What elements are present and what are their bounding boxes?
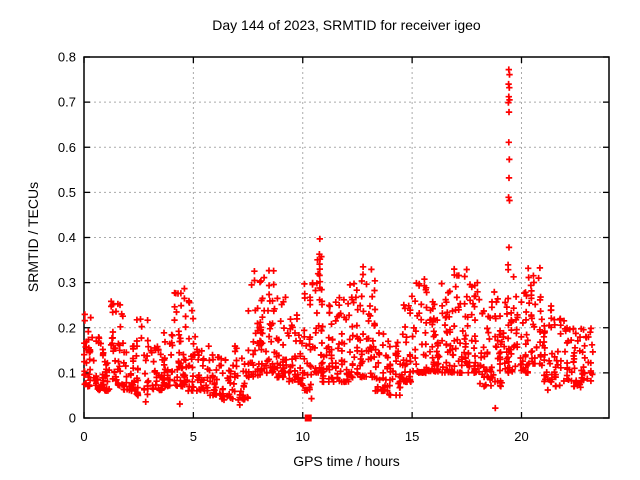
x-tick-label: 0 xyxy=(80,429,87,444)
y-tick-label: 0 xyxy=(69,411,76,426)
x-tick-label: 10 xyxy=(296,429,310,444)
y-tick-label: 0.7 xyxy=(58,95,76,110)
scatter-points xyxy=(81,66,596,412)
x-tick-label: 15 xyxy=(405,429,419,444)
y-tick-label: 0.5 xyxy=(58,185,76,200)
x-tick-label: 5 xyxy=(190,429,197,444)
flag-square-marker xyxy=(304,414,312,422)
y-tick-label: 0.8 xyxy=(58,50,76,65)
chart-title: Day 144 of 2023, SRMTID for receiver ige… xyxy=(212,17,481,33)
y-tick-label: 0.4 xyxy=(58,230,76,245)
x-tick-label: 20 xyxy=(514,429,528,444)
y-tick-label: 0.3 xyxy=(58,275,76,290)
y-tick-label: 0.6 xyxy=(58,140,76,155)
x-axis-label: GPS time / hours xyxy=(293,453,400,469)
y-tick-label: 0.2 xyxy=(58,320,76,335)
y-tick-label: 0.1 xyxy=(58,365,76,380)
y-axis-label: SRMTID / TECUs xyxy=(25,181,41,293)
